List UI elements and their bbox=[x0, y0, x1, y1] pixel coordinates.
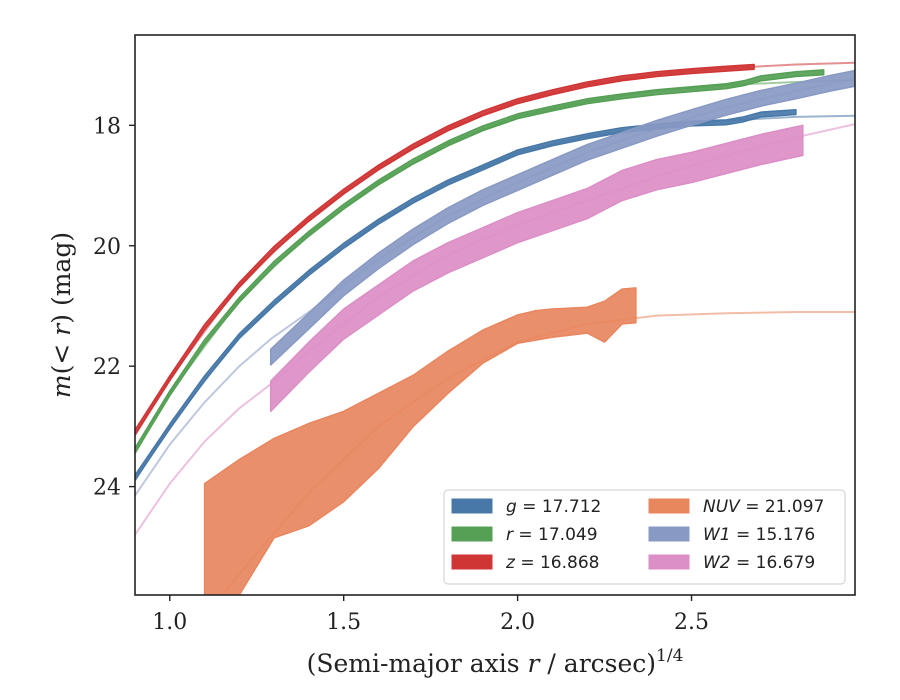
data-band-w1 bbox=[269, 69, 855, 366]
y-axis-title: m(< r) (mag) bbox=[47, 232, 76, 398]
legend: g = 17.712 r = 17.049 z = 16.868 NUV = 21.0… bbox=[443, 489, 846, 585]
legend-label-z: z = 16.868 bbox=[505, 553, 599, 573]
data-band-z bbox=[135, 63, 755, 436]
x-tick-label: 1.5 bbox=[326, 610, 361, 635]
x-tick-label: 1.0 bbox=[152, 610, 187, 635]
plot-area bbox=[135, 61, 855, 595]
legend-swatch-g bbox=[451, 498, 493, 514]
data-band-w2 bbox=[269, 124, 804, 413]
legend-label-nuv: NUV = 21.097 bbox=[703, 497, 824, 517]
legend-label-w2: W2 = 16.679 bbox=[703, 553, 815, 573]
legend-swatch-nuv bbox=[648, 498, 690, 514]
legend-swatch-w1 bbox=[648, 526, 690, 542]
x-axis-title: (Semi-major axis r / arcsec)1/4 bbox=[307, 646, 684, 678]
axis-ticks: 1.0 1.5 2.0 2.5 18 20 22 24 bbox=[93, 114, 709, 635]
legend-label-r: r = 17.049 bbox=[506, 525, 598, 545]
y-tick-label: 20 bbox=[93, 235, 121, 260]
y-tick-label: 22 bbox=[93, 355, 121, 380]
legend-swatch-r bbox=[451, 526, 493, 542]
plot-frame bbox=[134, 34, 856, 596]
x-tick-label: 2.0 bbox=[500, 610, 535, 635]
legend-label-w1: W1 = 15.176 bbox=[703, 525, 815, 545]
y-tick-label: 24 bbox=[93, 476, 121, 501]
data-band-r bbox=[135, 69, 825, 454]
legend-swatch-w2 bbox=[648, 554, 690, 570]
legend-frame bbox=[443, 489, 846, 585]
data-band-nuv bbox=[203, 287, 637, 595]
legend-swatch-z bbox=[451, 554, 493, 570]
legend-label-g: g = 17.712 bbox=[506, 497, 601, 517]
x-tick-label: 2.5 bbox=[674, 610, 709, 635]
y-tick-label: 18 bbox=[93, 114, 121, 139]
data-band-g bbox=[135, 108, 797, 481]
